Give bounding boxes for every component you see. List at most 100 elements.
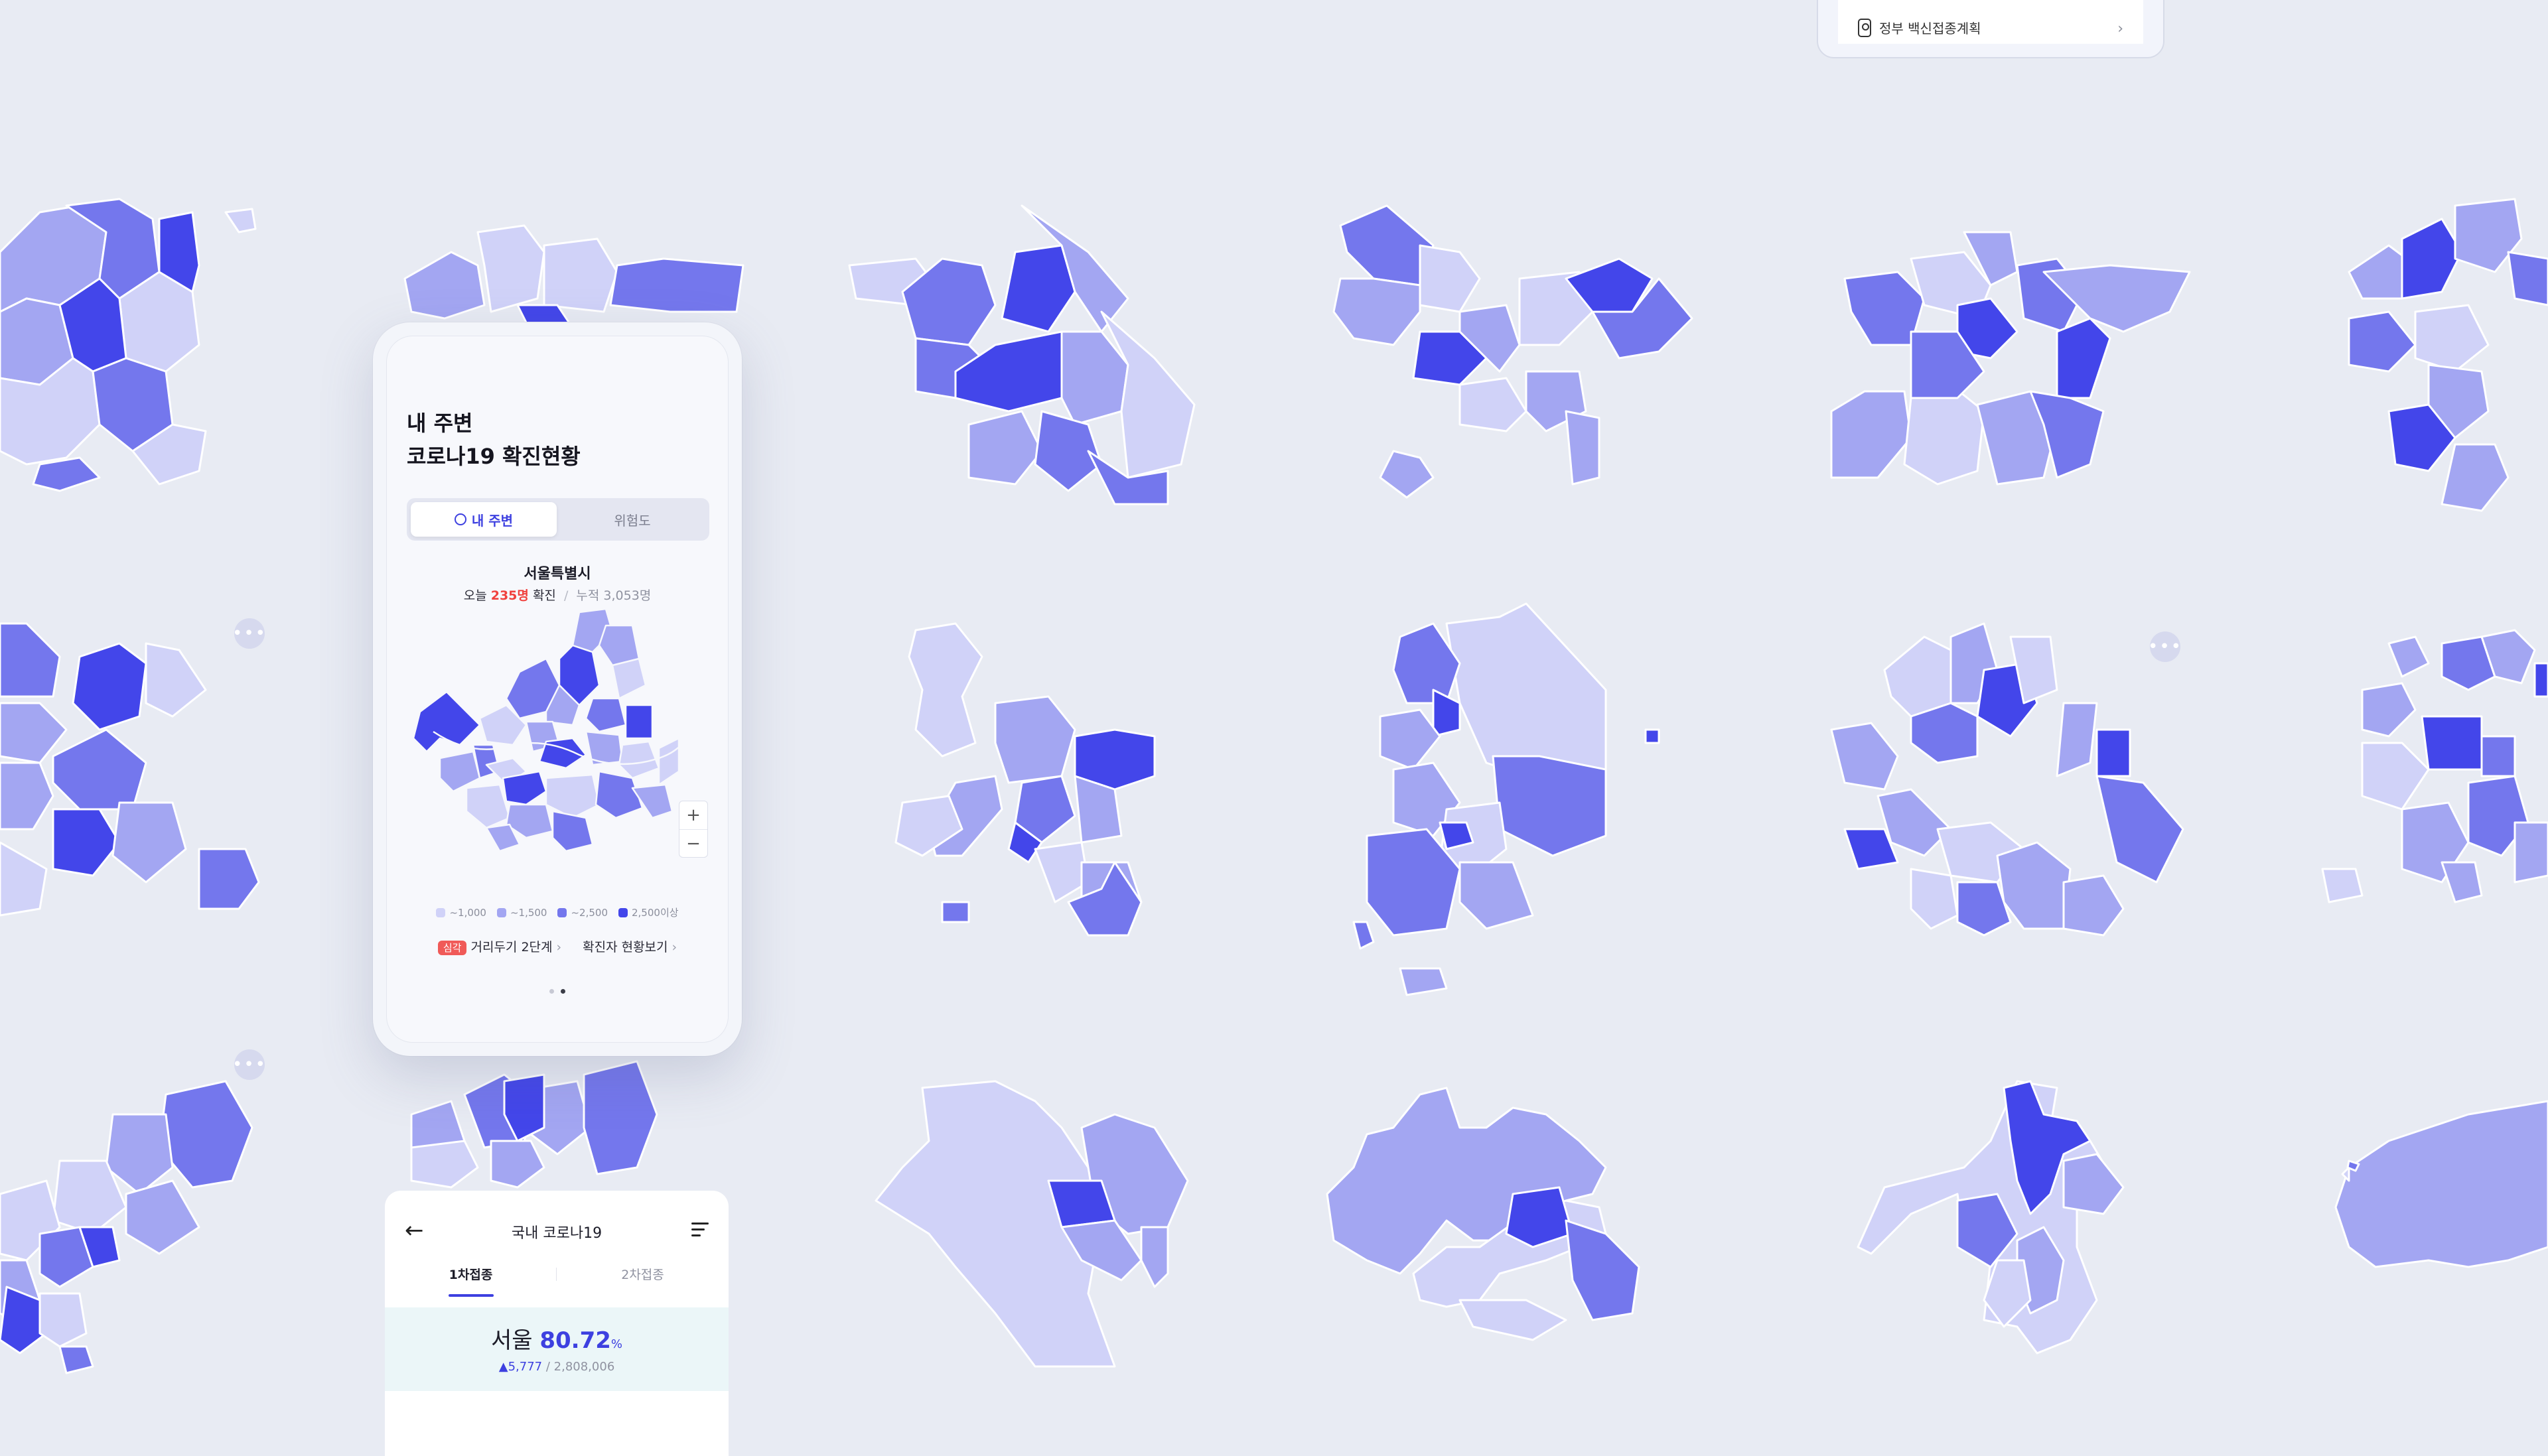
today-cases: 오늘 235명 확진 / 누적 3,053명 (387, 586, 728, 604)
page-dot[interactable] (549, 989, 554, 994)
district (545, 684, 581, 726)
bg-map-r1c1 (0, 198, 257, 492)
district (502, 770, 547, 806)
phone-screen: 내 주변 코로나19 확진현황 내 주변 위험도 서울특별시 오늘 235명 확… (386, 336, 729, 1043)
tab-divider (556, 1268, 557, 1281)
location-icon (454, 513, 466, 525)
vaccination-rate-panel: 서울 80.72% ▲5,777 / 2,808,006 (385, 1307, 729, 1391)
bg-map-r1c5 (1830, 231, 2191, 486)
district (631, 783, 673, 819)
district (618, 740, 660, 779)
district (551, 810, 594, 852)
bg-map-r1c4 (1332, 204, 1693, 499)
district (465, 783, 511, 829)
segment-control: 내 주변 위험도 (407, 498, 709, 541)
rate-unit: % (610, 1337, 623, 1351)
cases-link[interactable]: 확진자 현황보기 › (583, 937, 677, 955)
tab-risk-level-label: 위험도 (614, 512, 651, 529)
bg-map-r2c3 (894, 622, 1156, 937)
bg-map-r2c6 (2321, 629, 2548, 903)
vaccination-card: ← 국내 코로나19 1차접종 2차접종 서울 80.72% ▲5,777 / … (385, 1191, 729, 1456)
card-header: ← 국내 코로나19 (385, 1217, 729, 1244)
tab-nearby-label: 내 주변 (471, 512, 514, 529)
distancing-link[interactable]: 심각 거리두기 2단계 › (437, 937, 562, 955)
district (412, 691, 481, 753)
vaccine-plan-card: 정부 백신접종계획 › (1817, 0, 2164, 58)
bottom-links: 심각 거리두기 2단계 › 확진자 현황보기 › (387, 937, 728, 955)
page-dot-active[interactable] (561, 989, 565, 994)
river (433, 730, 687, 765)
district (538, 737, 587, 769)
more-options-icon[interactable]: ••• (232, 618, 265, 649)
tab-risk-level[interactable]: 위험도 (559, 502, 705, 537)
bg-map-r1c6 (2348, 198, 2548, 512)
legend-item: 2,500이상 (618, 905, 679, 919)
district (658, 737, 680, 786)
bg-map-r2c1 (0, 622, 260, 917)
bg-map-r3c6 (2334, 1100, 2548, 1268)
title-line-2: 코로나19 확진현황 (407, 444, 581, 469)
bg-map-r3c5 (1857, 1080, 2125, 1355)
tab-nearby[interactable]: 내 주변 (411, 502, 557, 537)
legend-item: ~1,500 (496, 905, 547, 919)
district (545, 773, 601, 819)
card-title: 국내 코로나19 (511, 1225, 602, 1242)
district (485, 823, 521, 852)
zoom-in-button[interactable]: + (686, 805, 701, 825)
cumulative-cases: 누적 3,053명 (576, 588, 652, 603)
chevron-right-icon: › (672, 940, 677, 955)
legend-swatch (496, 907, 506, 917)
chevron-right-icon: › (556, 940, 562, 955)
legend-item: ~1,000 (436, 905, 486, 919)
phone-mockup: 내 주변 코로나19 확진현황 내 주변 위험도 서울특별시 오늘 235명 확… (373, 322, 742, 1056)
bg-map-r3c1 (0, 1080, 253, 1374)
shield-pin-icon (1858, 19, 1871, 37)
zoom-out-button[interactable]: − (679, 829, 707, 858)
title-line-1: 내 주변 (407, 411, 473, 436)
more-options-icon[interactable]: ••• (232, 1049, 265, 1080)
bg-map-r1c2 (403, 224, 744, 333)
district (505, 803, 554, 839)
rate-region: 서울 (490, 1327, 533, 1354)
map-legend: ~1,000 ~1,500 ~2,500 2,500이상 (387, 905, 728, 919)
district (595, 770, 644, 819)
bg-map-r2c4 (1352, 602, 1660, 996)
district (439, 750, 481, 793)
bg-map-r1c3 (848, 204, 1196, 505)
cases-label: 확진자 현황보기 (583, 940, 668, 955)
bg-map-r2c5 (1830, 622, 2184, 937)
bg-map-r3c3 (875, 1080, 1189, 1368)
page-title: 내 주변 코로나19 확진현황 (407, 407, 581, 473)
dose-tabs: 1차접종 2차접종 (385, 1265, 729, 1297)
back-arrow-icon[interactable]: ← (405, 1217, 424, 1244)
total-vaccinated: 2,808,006 (553, 1360, 615, 1374)
bg-map-r3c2 (410, 1060, 658, 1189)
legend-swatch (557, 907, 567, 917)
today-prefix: 오늘 (463, 588, 487, 603)
vaccine-plan-label: 정부 백신접종계획 (1879, 21, 1981, 36)
status-badge: 심각 (437, 941, 467, 955)
today-suffix: 확진 (532, 588, 556, 603)
district (624, 704, 654, 740)
region-name: 서울특별시 (524, 566, 591, 582)
distancing-label: 거리두기 2단계 (470, 940, 553, 955)
today-count: 235명 (490, 588, 529, 603)
district (478, 704, 528, 746)
legend-swatch (436, 907, 446, 917)
seoul-district-map[interactable] (393, 606, 719, 884)
menu-icon[interactable] (691, 1223, 709, 1240)
tab-second-dose[interactable]: 2차접종 (621, 1268, 664, 1282)
rate-value: 80.72 (539, 1327, 611, 1354)
separator: / (545, 1360, 550, 1374)
vaccine-plan-row[interactable]: 정부 백신접종계획 › (1838, 0, 2143, 44)
legend-item: ~2,500 (557, 905, 608, 919)
bg-map-r3c4 (1326, 1087, 1640, 1341)
legend-swatch (618, 907, 628, 917)
chevron-right-icon: › (2117, 21, 2123, 37)
district (585, 697, 627, 733)
separator: / (563, 588, 569, 603)
tab-first-dose[interactable]: 1차접종 (385, 1265, 557, 1297)
more-options-icon[interactable]: ••• (2148, 631, 2181, 662)
daily-increase: ▲5,777 (498, 1360, 543, 1374)
